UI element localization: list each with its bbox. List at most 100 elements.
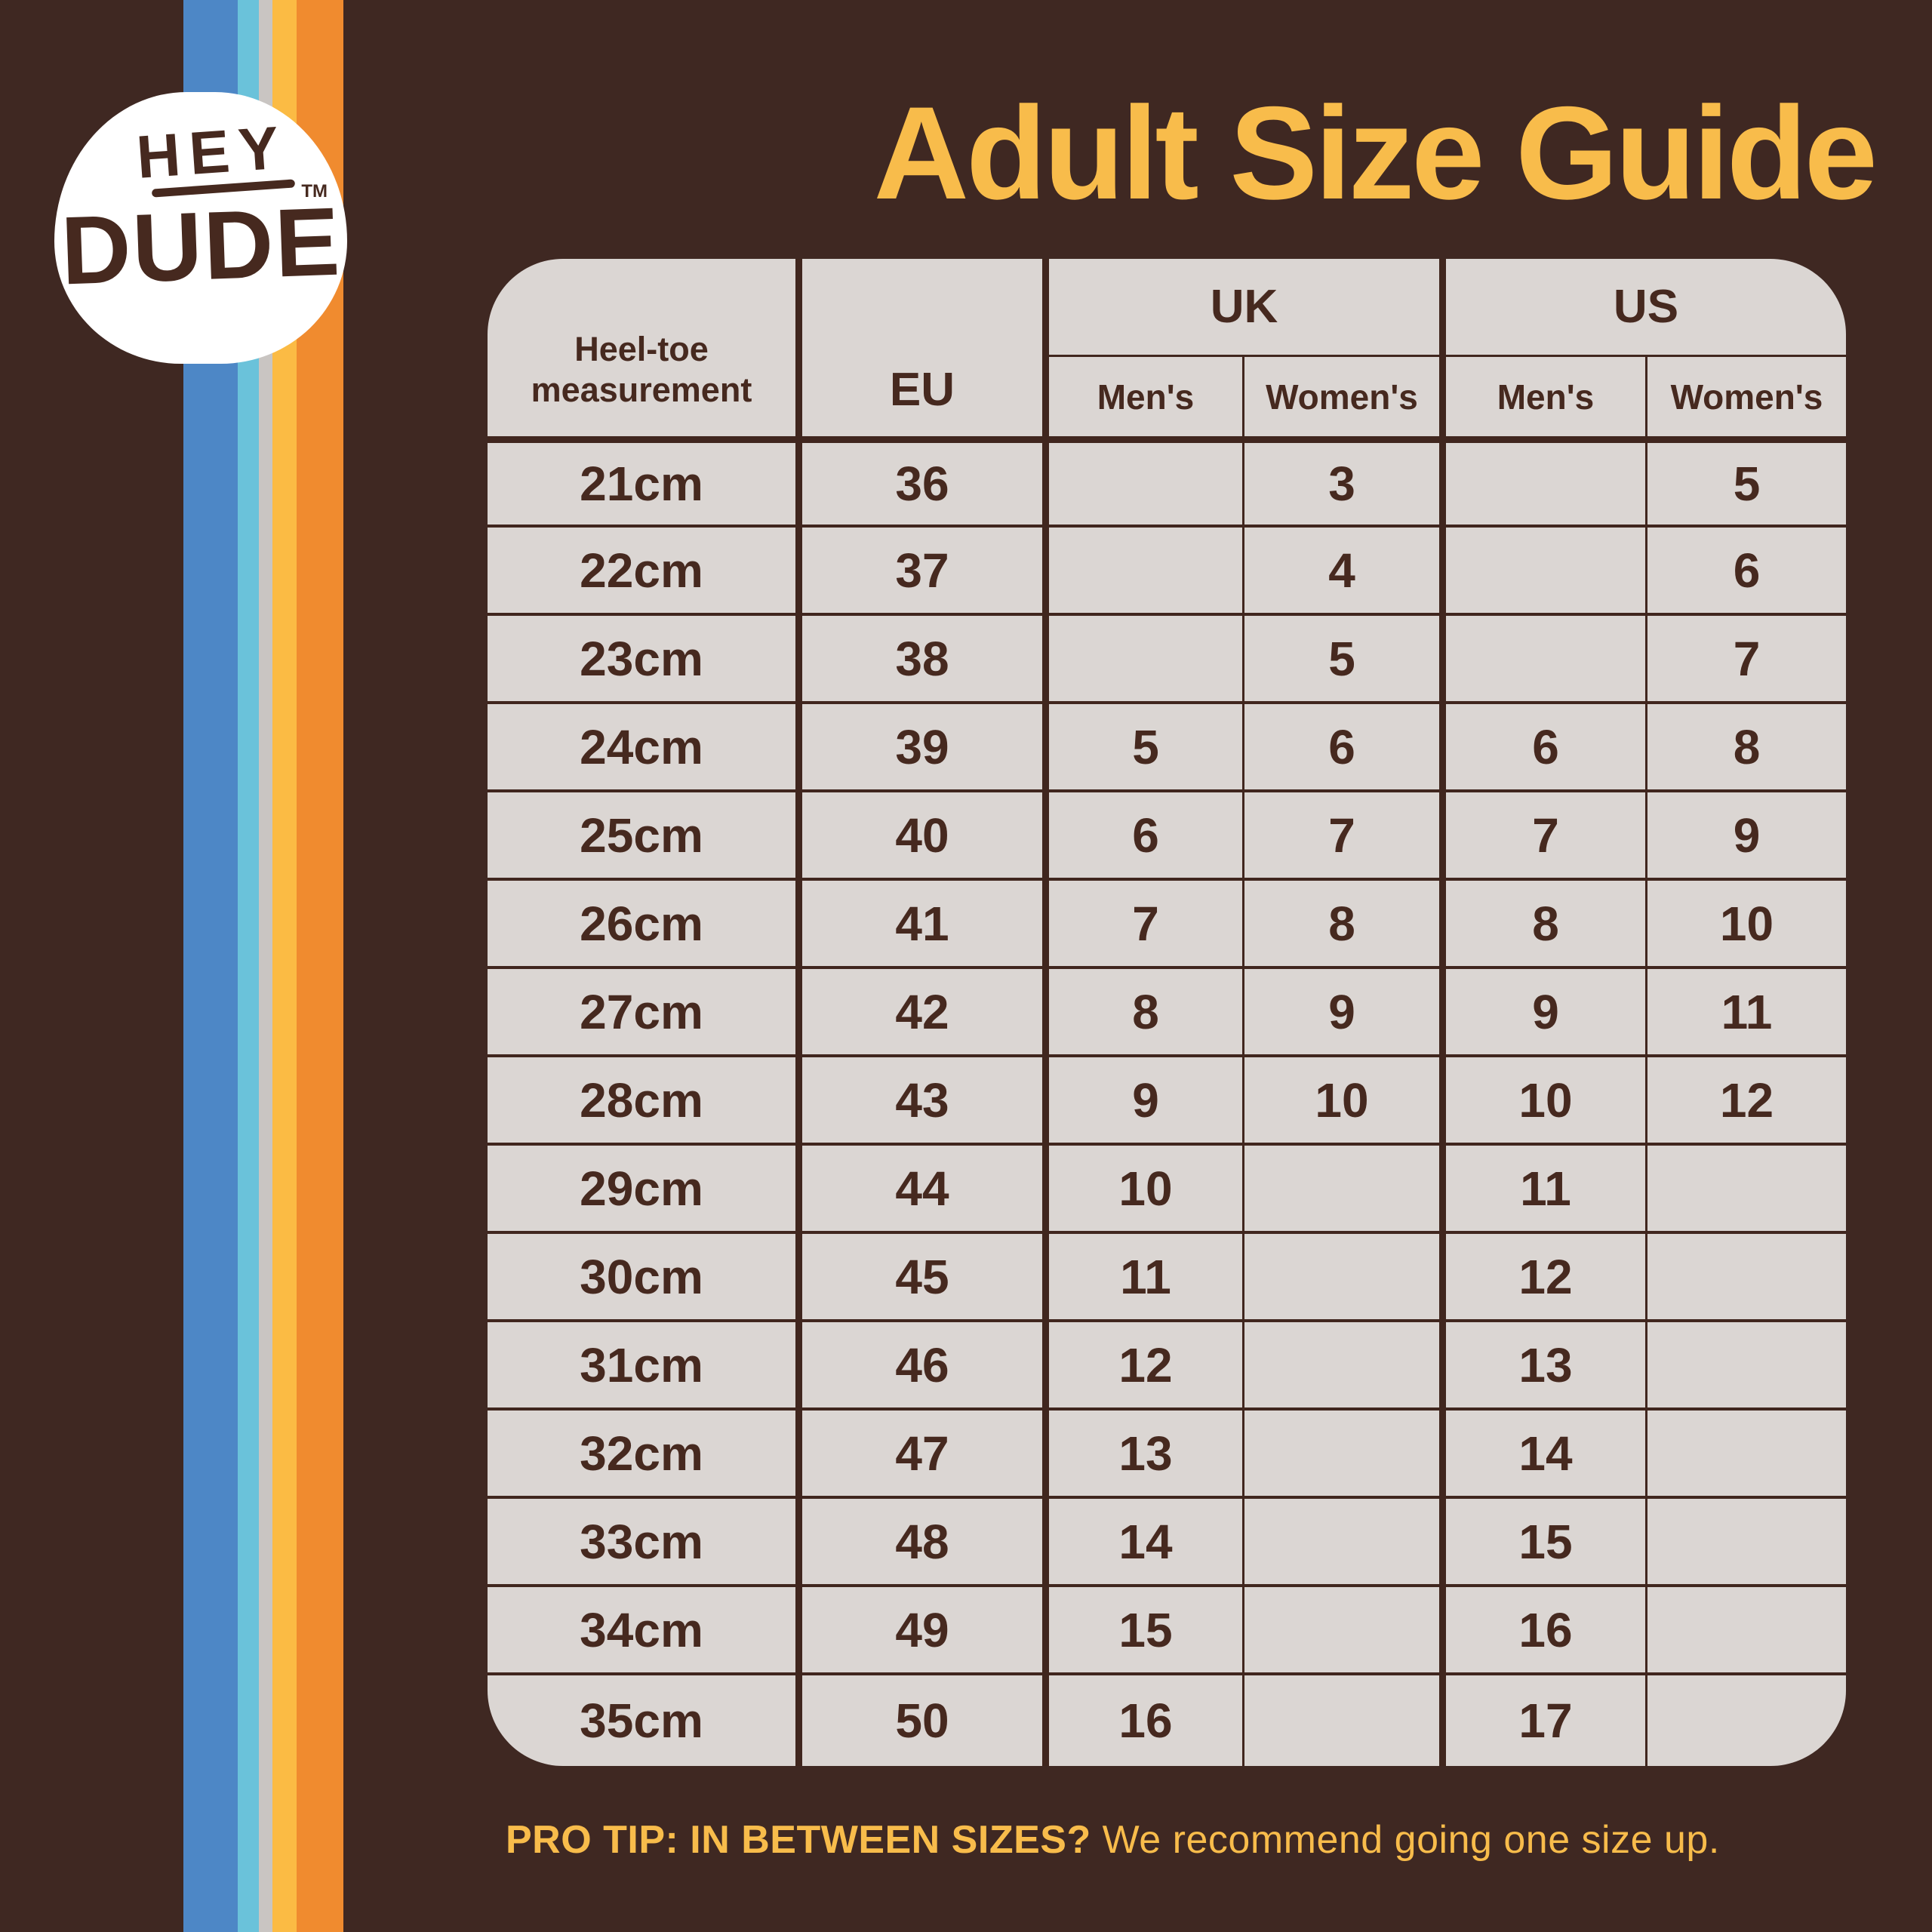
cell-heel-toe: 34cm	[488, 1584, 802, 1672]
stripe-gray	[259, 0, 272, 1932]
cell-us-womens: 11	[1647, 966, 1846, 1054]
cell-us-mens: 10	[1446, 1054, 1647, 1143]
cell-us-mens: 17	[1446, 1672, 1647, 1766]
cell-us-mens: 13	[1446, 1319, 1647, 1407]
cell-uk-mens: 16	[1049, 1672, 1244, 1766]
cell-heel-toe: 26cm	[488, 878, 802, 966]
cell-us-womens: 10	[1647, 878, 1846, 966]
cell-eu: 43	[802, 1054, 1049, 1143]
cell-uk-womens	[1244, 1143, 1446, 1231]
cell-uk-mens: 6	[1049, 789, 1244, 878]
cell-us-mens: 8	[1446, 878, 1647, 966]
cell-eu: 47	[802, 1407, 1049, 1496]
header-eu: EU	[802, 259, 1049, 436]
cell-us-womens: 5	[1647, 436, 1846, 525]
cell-uk-womens	[1244, 1407, 1446, 1496]
cell-uk-mens	[1049, 613, 1244, 701]
header-uk-womens: Women's	[1244, 355, 1446, 436]
cell-heel-toe: 24cm	[488, 701, 802, 789]
cell-uk-mens: 11	[1049, 1231, 1244, 1319]
header-uk-group: UK	[1049, 259, 1446, 355]
cell-uk-womens: 10	[1244, 1054, 1446, 1143]
cell-us-womens	[1647, 1231, 1846, 1319]
cell-us-womens: 12	[1647, 1054, 1846, 1143]
trademark-symbol: TM	[301, 181, 328, 202]
heydude-logo: HEY DUDE TM	[54, 92, 347, 364]
cell-heel-toe: 21cm	[488, 436, 802, 525]
cell-us-mens: 12	[1446, 1231, 1647, 1319]
cell-us-mens: 15	[1446, 1496, 1647, 1584]
cell-uk-womens: 3	[1244, 436, 1446, 525]
cell-eu: 37	[802, 525, 1049, 613]
cell-eu: 39	[802, 701, 1049, 789]
cell-eu: 36	[802, 436, 1049, 525]
cell-us-womens	[1647, 1319, 1846, 1407]
cell-uk-mens: 14	[1049, 1496, 1244, 1584]
cell-heel-toe: 31cm	[488, 1319, 802, 1407]
header-us-mens: Men's	[1446, 355, 1647, 436]
cell-eu: 42	[802, 966, 1049, 1054]
cell-us-womens	[1647, 1672, 1846, 1766]
cell-uk-mens: 5	[1049, 701, 1244, 789]
cell-us-womens: 6	[1647, 525, 1846, 613]
cell-us-womens	[1647, 1407, 1846, 1496]
cell-uk-womens: 8	[1244, 878, 1446, 966]
cell-uk-womens: 7	[1244, 789, 1446, 878]
cell-eu: 44	[802, 1143, 1049, 1231]
cell-uk-mens: 15	[1049, 1584, 1244, 1672]
cell-uk-mens	[1049, 525, 1244, 613]
cell-us-mens: 7	[1446, 789, 1647, 878]
cell-uk-womens	[1244, 1496, 1446, 1584]
cell-uk-womens	[1244, 1672, 1446, 1766]
cell-uk-womens	[1244, 1319, 1446, 1407]
logo-dude-text: DUDE	[59, 187, 343, 306]
cell-uk-mens: 7	[1049, 878, 1244, 966]
cell-heel-toe: 28cm	[488, 1054, 802, 1143]
cell-us-mens: 6	[1446, 701, 1647, 789]
cell-us-mens	[1446, 436, 1647, 525]
cell-us-mens: 16	[1446, 1584, 1647, 1672]
cell-uk-mens: 12	[1049, 1319, 1244, 1407]
header-heel-toe: Heel-toe measurement	[488, 259, 802, 436]
cell-uk-mens: 9	[1049, 1054, 1244, 1143]
header-heel-toe-line1: Heel-toe	[574, 330, 709, 369]
cell-eu: 49	[802, 1584, 1049, 1672]
cell-heel-toe: 23cm	[488, 613, 802, 701]
cell-uk-mens: 10	[1049, 1143, 1244, 1231]
cell-us-mens: 14	[1446, 1407, 1647, 1496]
cell-heel-toe: 33cm	[488, 1496, 802, 1584]
cell-uk-mens: 8	[1049, 966, 1244, 1054]
cell-us-mens: 9	[1446, 966, 1647, 1054]
header-heel-toe-line2: measurement	[531, 370, 752, 409]
pro-tip-text: We recommend going one size up.	[1091, 1818, 1720, 1862]
cell-uk-womens	[1244, 1231, 1446, 1319]
cell-uk-womens: 4	[1244, 525, 1446, 613]
cell-heel-toe: 30cm	[488, 1231, 802, 1319]
cell-us-mens	[1446, 525, 1647, 613]
cell-heel-toe: 35cm	[488, 1672, 802, 1766]
cell-uk-womens	[1244, 1584, 1446, 1672]
cell-eu: 40	[802, 789, 1049, 878]
page-title: Adult Size Guide	[873, 80, 1878, 227]
cell-us-womens	[1647, 1496, 1846, 1584]
cell-us-mens: 11	[1446, 1143, 1647, 1231]
cell-eu: 48	[802, 1496, 1049, 1584]
pro-tip: PRO TIP: IN BETWEEN SIZES? We recommend …	[506, 1817, 1720, 1863]
cell-us-mens	[1446, 613, 1647, 701]
cell-eu: 50	[802, 1672, 1049, 1766]
size-table: Heel-toe measurement EU UK US Men's Wome…	[488, 259, 1846, 1766]
cell-us-womens	[1647, 1584, 1846, 1672]
cell-uk-womens: 5	[1244, 613, 1446, 701]
cell-eu: 38	[802, 613, 1049, 701]
header-uk-mens: Men's	[1049, 355, 1244, 436]
cell-heel-toe: 25cm	[488, 789, 802, 878]
cell-uk-womens: 9	[1244, 966, 1446, 1054]
header-us-womens: Women's	[1647, 355, 1846, 436]
cell-us-womens: 7	[1647, 613, 1846, 701]
cell-uk-mens: 13	[1049, 1407, 1244, 1496]
cell-us-womens: 8	[1647, 701, 1846, 789]
pro-tip-bold: PRO TIP: IN BETWEEN SIZES?	[506, 1818, 1091, 1862]
cell-uk-mens	[1049, 436, 1244, 525]
logo-hey-text: HEY	[134, 113, 291, 191]
